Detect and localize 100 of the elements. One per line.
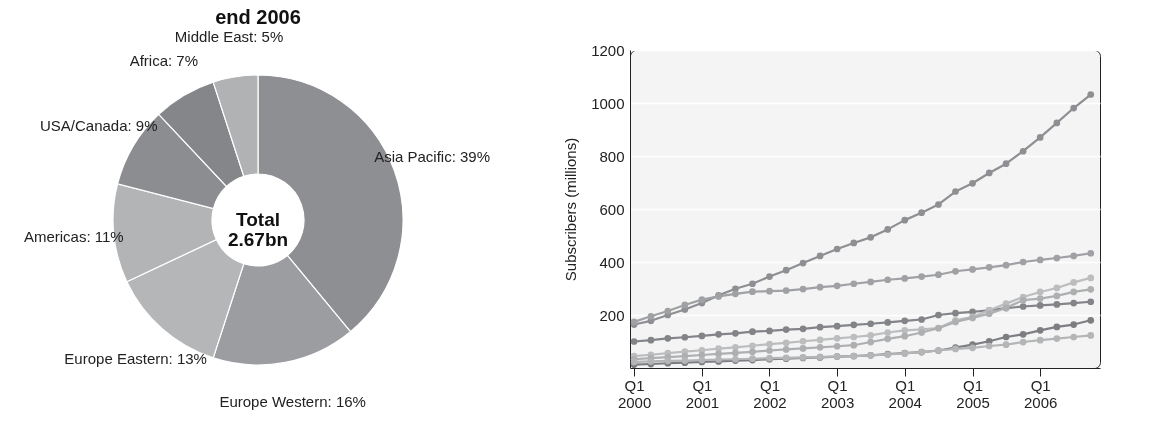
point <box>799 259 807 267</box>
point <box>833 282 841 290</box>
slice-label: Middle East: 5% <box>174 28 284 46</box>
x-tick-label: Q1 2005 <box>956 376 990 411</box>
point <box>1070 104 1078 112</box>
point <box>749 342 756 350</box>
point <box>867 278 874 286</box>
y-tick-label: 800 <box>599 147 625 165</box>
point <box>1036 134 1044 141</box>
x-tick-label: Q1 2001 <box>685 376 720 411</box>
slice-label: Africa: 7% <box>129 51 199 69</box>
point <box>681 301 689 309</box>
point <box>1070 333 1078 341</box>
point <box>1070 288 1078 296</box>
point <box>867 234 874 241</box>
point <box>799 325 807 333</box>
point <box>901 275 909 282</box>
point <box>1053 292 1061 300</box>
point <box>1053 284 1061 292</box>
point <box>816 252 824 260</box>
point <box>647 312 655 320</box>
point <box>630 338 638 345</box>
x-tick-label: Q1 2002 <box>753 376 787 411</box>
point <box>918 329 925 336</box>
point <box>749 328 756 336</box>
point <box>749 348 756 356</box>
y-tick-label: 1000 <box>591 94 625 112</box>
point <box>766 327 773 335</box>
point <box>1087 285 1095 293</box>
y-tick-label: 600 <box>599 200 625 218</box>
point <box>782 346 790 353</box>
point <box>664 307 672 315</box>
x-tick-label: Q1 2003 <box>820 376 855 411</box>
point <box>985 263 993 271</box>
point <box>833 245 841 253</box>
point <box>1002 341 1010 349</box>
point <box>799 337 807 345</box>
slice-label: Europe Eastern: 13% <box>64 349 207 367</box>
point <box>766 340 773 348</box>
point <box>1053 254 1061 262</box>
point <box>935 271 942 279</box>
point <box>698 296 706 303</box>
point <box>732 290 739 298</box>
point <box>732 329 739 337</box>
point <box>799 285 807 293</box>
point <box>715 345 722 352</box>
point <box>850 321 858 329</box>
point <box>782 287 790 294</box>
y-axis-title: Subscribers (millions) <box>562 137 580 282</box>
point <box>901 332 909 340</box>
point <box>715 331 722 338</box>
y-tick-label: 200 <box>599 306 625 324</box>
point <box>1087 274 1095 282</box>
point <box>816 343 824 351</box>
point <box>1036 302 1044 309</box>
point <box>782 326 790 333</box>
x-tick-label: Q1 2004 <box>888 376 922 411</box>
point <box>732 349 739 357</box>
point <box>1019 258 1027 266</box>
slice-label: Americas: 11% <box>23 228 124 246</box>
point <box>799 345 807 352</box>
point <box>1002 333 1010 341</box>
point <box>935 201 942 208</box>
point <box>1019 338 1027 346</box>
point <box>749 288 756 296</box>
point <box>952 309 959 317</box>
y-tick-label: 1200 <box>591 41 625 59</box>
point <box>1036 295 1044 302</box>
point <box>749 280 756 288</box>
point <box>935 311 942 319</box>
x-tick-label: Q1 2000 <box>617 376 652 411</box>
slice-label: Europe Western: 16% <box>219 392 366 410</box>
point <box>867 338 874 346</box>
point <box>1087 332 1095 339</box>
point <box>884 329 892 336</box>
point <box>1053 335 1061 342</box>
point <box>732 343 739 351</box>
point <box>901 327 909 334</box>
point <box>884 335 892 343</box>
point <box>1036 336 1044 344</box>
point <box>1053 323 1061 331</box>
point <box>1002 261 1010 269</box>
point <box>867 320 874 328</box>
point <box>647 336 655 344</box>
point <box>1036 256 1044 264</box>
point <box>985 169 993 177</box>
point <box>918 273 925 280</box>
point <box>1019 147 1027 155</box>
point <box>766 287 773 295</box>
point <box>833 322 841 330</box>
point <box>969 266 976 273</box>
point <box>850 239 858 247</box>
x-tick-label: Q1 2006 <box>1023 376 1058 411</box>
point <box>816 336 824 344</box>
point <box>1087 298 1095 306</box>
point <box>1036 327 1044 334</box>
point <box>1070 299 1078 307</box>
point <box>681 333 689 341</box>
point <box>867 332 874 339</box>
point <box>715 350 722 358</box>
